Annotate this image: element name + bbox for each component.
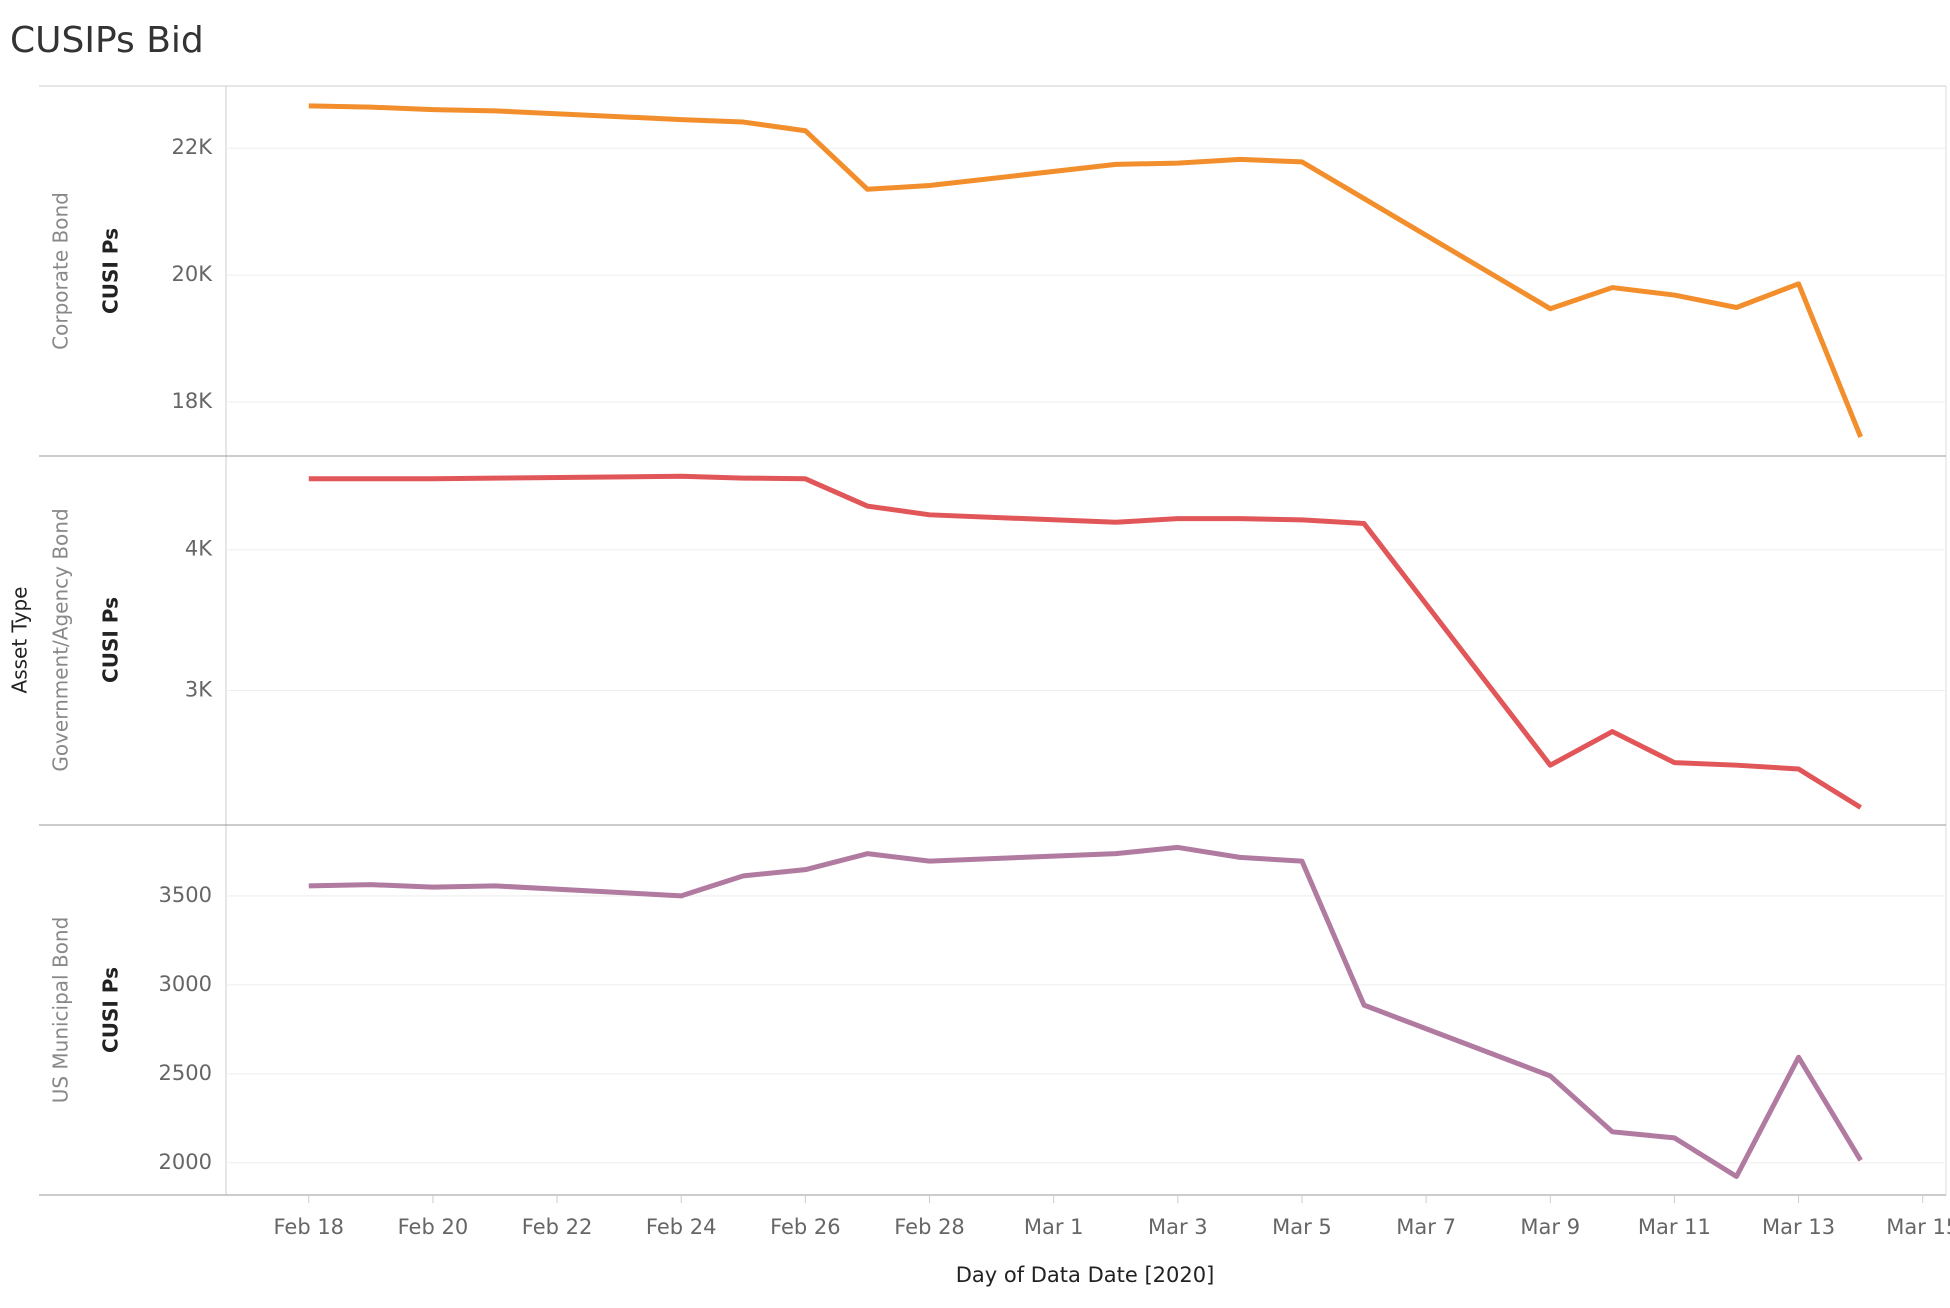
chart-title: CUSIPs Bid	[10, 20, 204, 61]
row-label: Corporate Bond	[49, 192, 73, 350]
y-tick-label: 4K	[185, 537, 213, 561]
x-axis-label: Day of Data Date [2020]	[956, 1263, 1215, 1287]
row-label: Government/Agency Bond	[49, 508, 73, 771]
y-tick-label: 3K	[185, 677, 213, 701]
y-tick-label: 2500	[159, 1061, 212, 1085]
y-tick-label: 20K	[172, 262, 214, 286]
x-tick-label: Mar 9	[1520, 1215, 1580, 1239]
x-tick-label: Feb 18	[273, 1215, 344, 1239]
x-tick-label: Mar 3	[1148, 1215, 1208, 1239]
y-tick-label: 3000	[159, 972, 212, 996]
x-tick-label: Feb 28	[894, 1215, 965, 1239]
x-tick-label: Feb 26	[770, 1215, 841, 1239]
x-tick-label: Mar 15	[1886, 1215, 1950, 1239]
y-axis-label: CUSI Ps	[99, 597, 123, 683]
facet-label: Asset Type	[8, 587, 32, 694]
x-tick-label: Mar 13	[1762, 1215, 1835, 1239]
line-series	[308, 473, 1862, 810]
y-tick-label: 2000	[159, 1150, 212, 1174]
x-tick-label: Feb 24	[646, 1215, 717, 1239]
x-tick-label: Mar 7	[1396, 1215, 1456, 1239]
y-tick-label: 3500	[159, 883, 212, 907]
line-series	[308, 103, 1863, 438]
line-series	[308, 844, 1863, 1179]
x-tick-label: Feb 22	[522, 1215, 593, 1239]
y-tick-label: 22K	[172, 135, 214, 159]
x-tick-label: Mar 5	[1272, 1215, 1332, 1239]
y-axis-label: CUSI Ps	[99, 228, 123, 314]
x-tick-label: Feb 20	[398, 1215, 469, 1239]
x-tick-label: Mar 1	[1024, 1215, 1084, 1239]
y-tick-label: 18K	[172, 389, 214, 413]
y-axis-label: CUSI Ps	[99, 967, 123, 1053]
x-tick-label: Mar 11	[1638, 1215, 1711, 1239]
row-label: US Municipal Bond	[49, 917, 73, 1104]
